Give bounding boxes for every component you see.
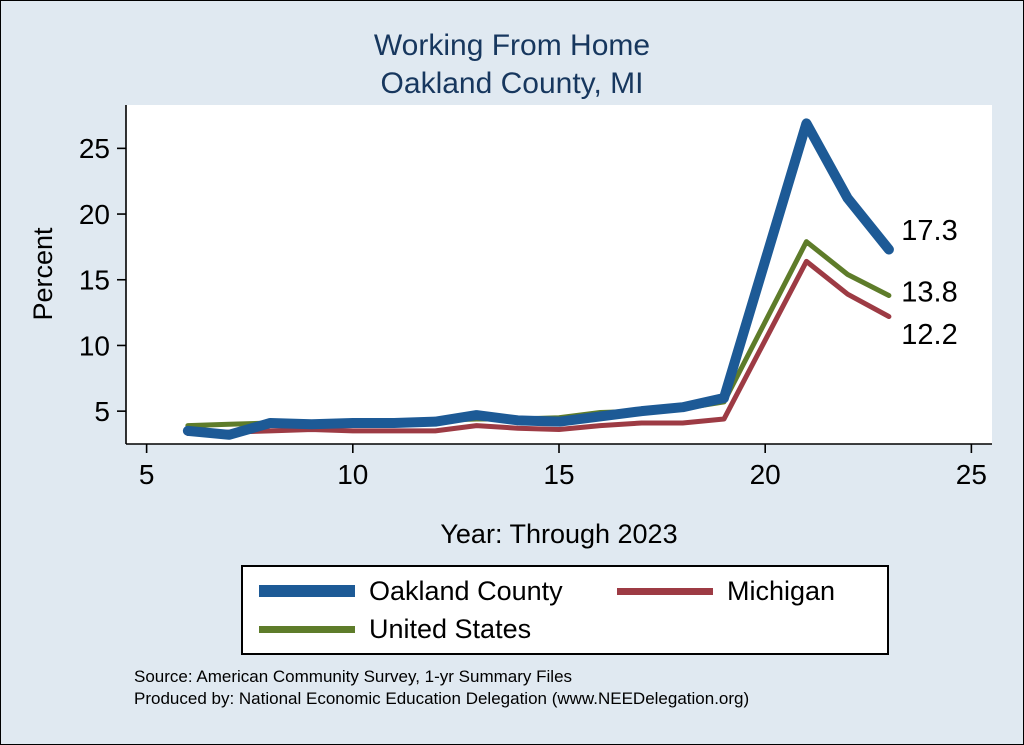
y-tick-label: 5 xyxy=(94,396,110,427)
y-tick-label: 20 xyxy=(79,199,110,230)
x-axis-label: Year: Through 2023 xyxy=(440,519,678,549)
x-tick-label: 20 xyxy=(750,459,781,490)
series-line-oakland-county xyxy=(182,118,894,440)
source-line: Source: American Community Survey, 1-yr … xyxy=(134,667,573,686)
chart-title-line1: Working From Home xyxy=(373,29,651,62)
y-tick-label: 25 xyxy=(79,133,110,164)
series-line-michigan xyxy=(185,258,892,436)
legend-swatch-michigan xyxy=(616,587,713,595)
legend-entry-united-states: United States xyxy=(259,614,617,644)
x-tick-label: 5 xyxy=(139,459,155,490)
produced-by-line: Produced by: National Economic Education… xyxy=(134,689,750,708)
legend: Oakland County Michigan United States xyxy=(241,565,889,655)
chart-title: Working From Home Oakland County, MI xyxy=(1,27,1023,103)
legend-entry-michigan: Michigan xyxy=(616,576,887,606)
x-tick-label: 15 xyxy=(543,459,574,490)
x-tick-label: 10 xyxy=(337,459,368,490)
source-note: Source: American Community Survey, 1-yr … xyxy=(134,666,749,710)
y-tick-label: 10 xyxy=(79,330,110,361)
series-line-united-states xyxy=(185,239,892,429)
plot-area: 5 10 15 20 25 5 10 15 20 25 17.3 13.8 12.2 xyxy=(79,105,992,490)
legend-swatch-united-states xyxy=(259,625,355,633)
x-tick-label: 25 xyxy=(956,459,987,490)
legend-entry-oakland-county: Oakland County xyxy=(259,576,617,606)
plot-svg: 5 10 15 20 25 5 10 15 20 25 17.3 13.8 12.2 xyxy=(79,105,992,490)
legend-label-oakland-county: Oakland County xyxy=(369,576,563,606)
y-axis-label: Percent xyxy=(28,227,58,321)
end-value-label: 13.8 xyxy=(901,277,957,309)
end-value-label: 17.3 xyxy=(901,215,957,247)
end-value-label: 12.2 xyxy=(901,319,957,351)
chart-title-line2: Oakland County, MI xyxy=(380,67,644,100)
y-tick-label: 15 xyxy=(79,265,110,296)
legend-label-united-states: United States xyxy=(369,614,532,644)
legend-label-michigan: Michigan xyxy=(726,576,836,606)
legend-swatch-oakland-county xyxy=(259,585,355,597)
